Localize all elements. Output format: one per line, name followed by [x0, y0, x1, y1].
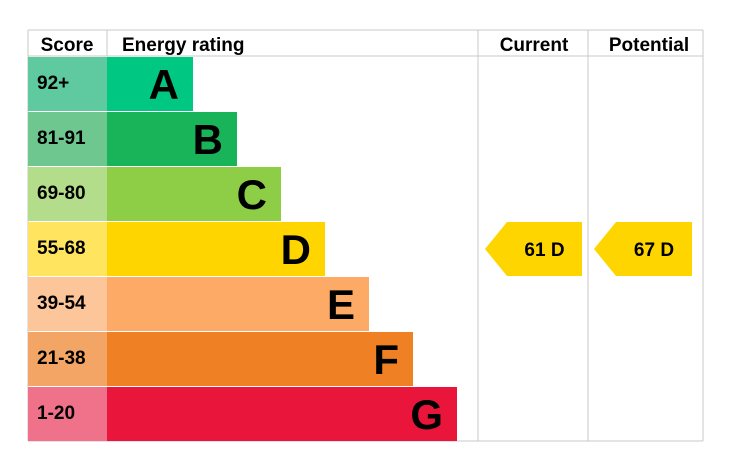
score-range-f: 21-38 — [37, 348, 86, 369]
score-range-d: 55-68 — [37, 238, 86, 259]
score-range-b: 81-91 — [37, 128, 86, 149]
band-bar-f — [107, 332, 413, 386]
score-range-a: 92+ — [37, 73, 69, 94]
score-cell-b — [28, 112, 107, 166]
header-score: Score — [41, 35, 94, 56]
potential-rating-label: 67 D — [634, 240, 674, 261]
band-letter-f: F — [373, 336, 399, 383]
band-letter-g: G — [410, 391, 443, 438]
rating-bands: 92+ A 81-91 B 69-80 C 55-68 D 39-54 E 21-38 F 1-20 G — [28, 57, 457, 441]
band-letter-c: C — [237, 171, 267, 218]
score-cell-e — [28, 277, 107, 331]
band-bar-a — [107, 57, 193, 111]
band-bar-b — [107, 112, 237, 166]
score-cell-a — [28, 57, 107, 111]
score-cell-d — [28, 222, 107, 276]
band-letter-e: E — [327, 281, 355, 328]
score-range-c: 69-80 — [37, 183, 86, 204]
score-range-e: 39-54 — [37, 293, 86, 314]
score-cell-g — [28, 387, 107, 441]
score-cell-c — [28, 167, 107, 221]
header-energy-rating: Energy rating — [122, 35, 244, 56]
current-rating-label: 61 D — [524, 240, 564, 261]
rating-indicators: 61 D 67 D — [485, 222, 692, 276]
band-bar-g — [107, 387, 457, 441]
score-range-g: 1-20 — [37, 403, 75, 424]
score-cell-f — [28, 332, 107, 386]
header-current: Current — [500, 35, 569, 56]
band-letter-d: D — [281, 226, 311, 273]
band-letter-a: A — [149, 61, 179, 108]
band-bar-d — [107, 222, 325, 276]
header-potential: Potential — [609, 35, 689, 56]
band-bar-e — [107, 277, 369, 331]
band-letter-b: B — [193, 116, 223, 163]
current-rating-arrow — [485, 222, 582, 276]
band-bar-c — [107, 167, 281, 221]
potential-rating-arrow — [594, 222, 692, 276]
